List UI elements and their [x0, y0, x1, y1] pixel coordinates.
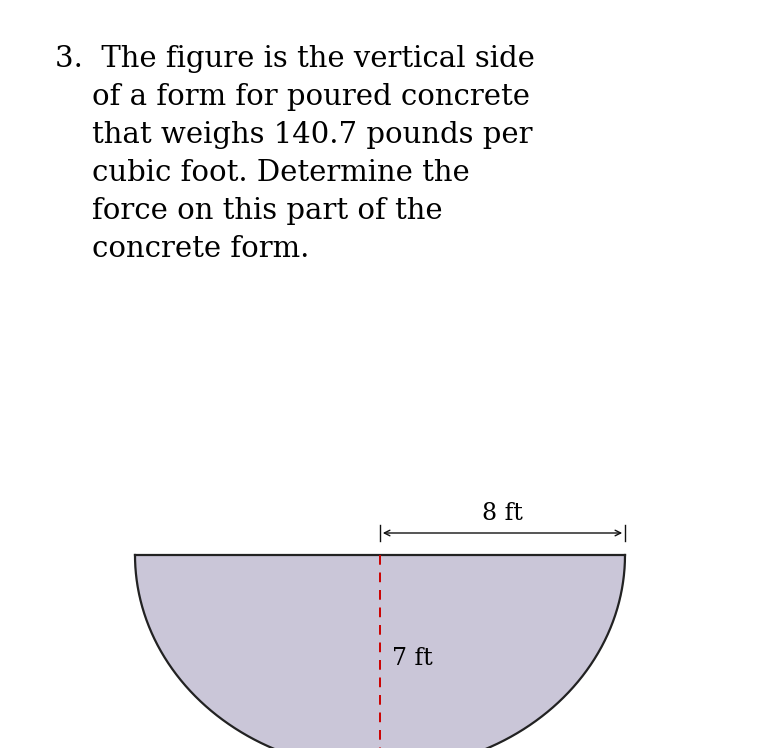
Text: 7 ft: 7 ft: [392, 647, 432, 669]
Text: 8 ft: 8 ft: [482, 502, 523, 525]
Text: 3.  The figure is the vertical side: 3. The figure is the vertical side: [55, 45, 535, 73]
Text: that weighs 140.7 pounds per: that weighs 140.7 pounds per: [55, 121, 533, 149]
Text: concrete form.: concrete form.: [55, 235, 309, 263]
Text: force on this part of the: force on this part of the: [55, 197, 442, 225]
Polygon shape: [135, 555, 625, 748]
Text: cubic foot. Determine the: cubic foot. Determine the: [55, 159, 470, 187]
Text: of a form for poured concrete: of a form for poured concrete: [55, 83, 530, 111]
